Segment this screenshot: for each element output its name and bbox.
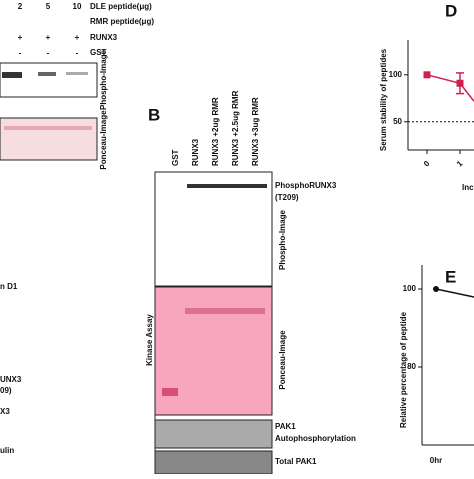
label: X3 [0, 407, 10, 416]
label: Total PAK1 [275, 457, 317, 466]
lane-sign: - [47, 49, 50, 58]
axis-label: Relative percentage of peptide [399, 311, 408, 428]
label: DLE peptide(μg) [90, 2, 152, 11]
phospho-blot [0, 62, 98, 98]
band [162, 388, 178, 396]
label: RMR peptide(μg) [90, 17, 154, 26]
label: Autophosphorylation [275, 434, 356, 443]
x-tick-label: 0hr [430, 456, 442, 465]
lane-sign: + [75, 33, 80, 42]
lane-label: 2 [18, 2, 23, 11]
lane-sign: + [18, 33, 23, 42]
band [38, 72, 56, 76]
label: n D1 [0, 282, 18, 291]
label: Phospho-Image [278, 209, 287, 270]
lane-label: 5 [46, 2, 51, 11]
label: Phospho-Image [99, 49, 108, 110]
lane-label: 10 [73, 2, 82, 11]
label: UNX3 [0, 375, 22, 384]
y-tick-label: 100 [389, 70, 403, 79]
ponceau-blot [0, 117, 98, 161]
label: PhosphoRUNX3 [275, 181, 337, 190]
label: Ponceau-Image [278, 330, 287, 390]
band [2, 72, 22, 78]
y-tick-label: 50 [393, 117, 402, 126]
y-tick-label: 80 [407, 362, 416, 371]
point [433, 286, 439, 292]
band [66, 72, 88, 75]
total-pak1-blot [154, 450, 273, 475]
label: ulin [0, 446, 14, 455]
label: Kinase Assay [145, 314, 154, 366]
point [456, 79, 464, 87]
panel-letter: B [148, 105, 160, 124]
label: GST [90, 48, 107, 57]
lane-label: RUNX3 +2ug RMR [211, 97, 220, 166]
band [4, 126, 92, 130]
lane-label: RUNX3 +3ug RMR [251, 97, 260, 166]
line [435, 288, 474, 298]
label: 09) [0, 386, 12, 395]
lane-sign: - [19, 49, 22, 58]
label: RUNX3 [90, 33, 118, 42]
label: PAK1 [275, 422, 296, 431]
point [423, 71, 431, 79]
phospho-blot [154, 171, 273, 287]
lane-sign: - [76, 49, 79, 58]
axis-label: Serum stability of peptides [379, 48, 388, 151]
band [185, 308, 265, 314]
band [187, 184, 267, 188]
lane-label: RUNX3 [191, 138, 200, 166]
x-tick-label: 0 [422, 159, 432, 169]
lane-label: GST [171, 149, 180, 166]
axis-label: Inc [462, 183, 474, 192]
panel-letter: E [445, 267, 456, 286]
x-tick-label: 1 [455, 159, 465, 169]
lane-label: RUNX3 +2.5ug RMR [231, 90, 240, 166]
panel-letter: D [445, 1, 457, 20]
label: (T209) [275, 193, 299, 202]
label: Ponceau-Image [99, 110, 108, 170]
lane-sign: + [46, 33, 51, 42]
pak1-blot [154, 419, 273, 449]
y-tick-label: 100 [403, 284, 417, 293]
line [426, 74, 474, 102]
